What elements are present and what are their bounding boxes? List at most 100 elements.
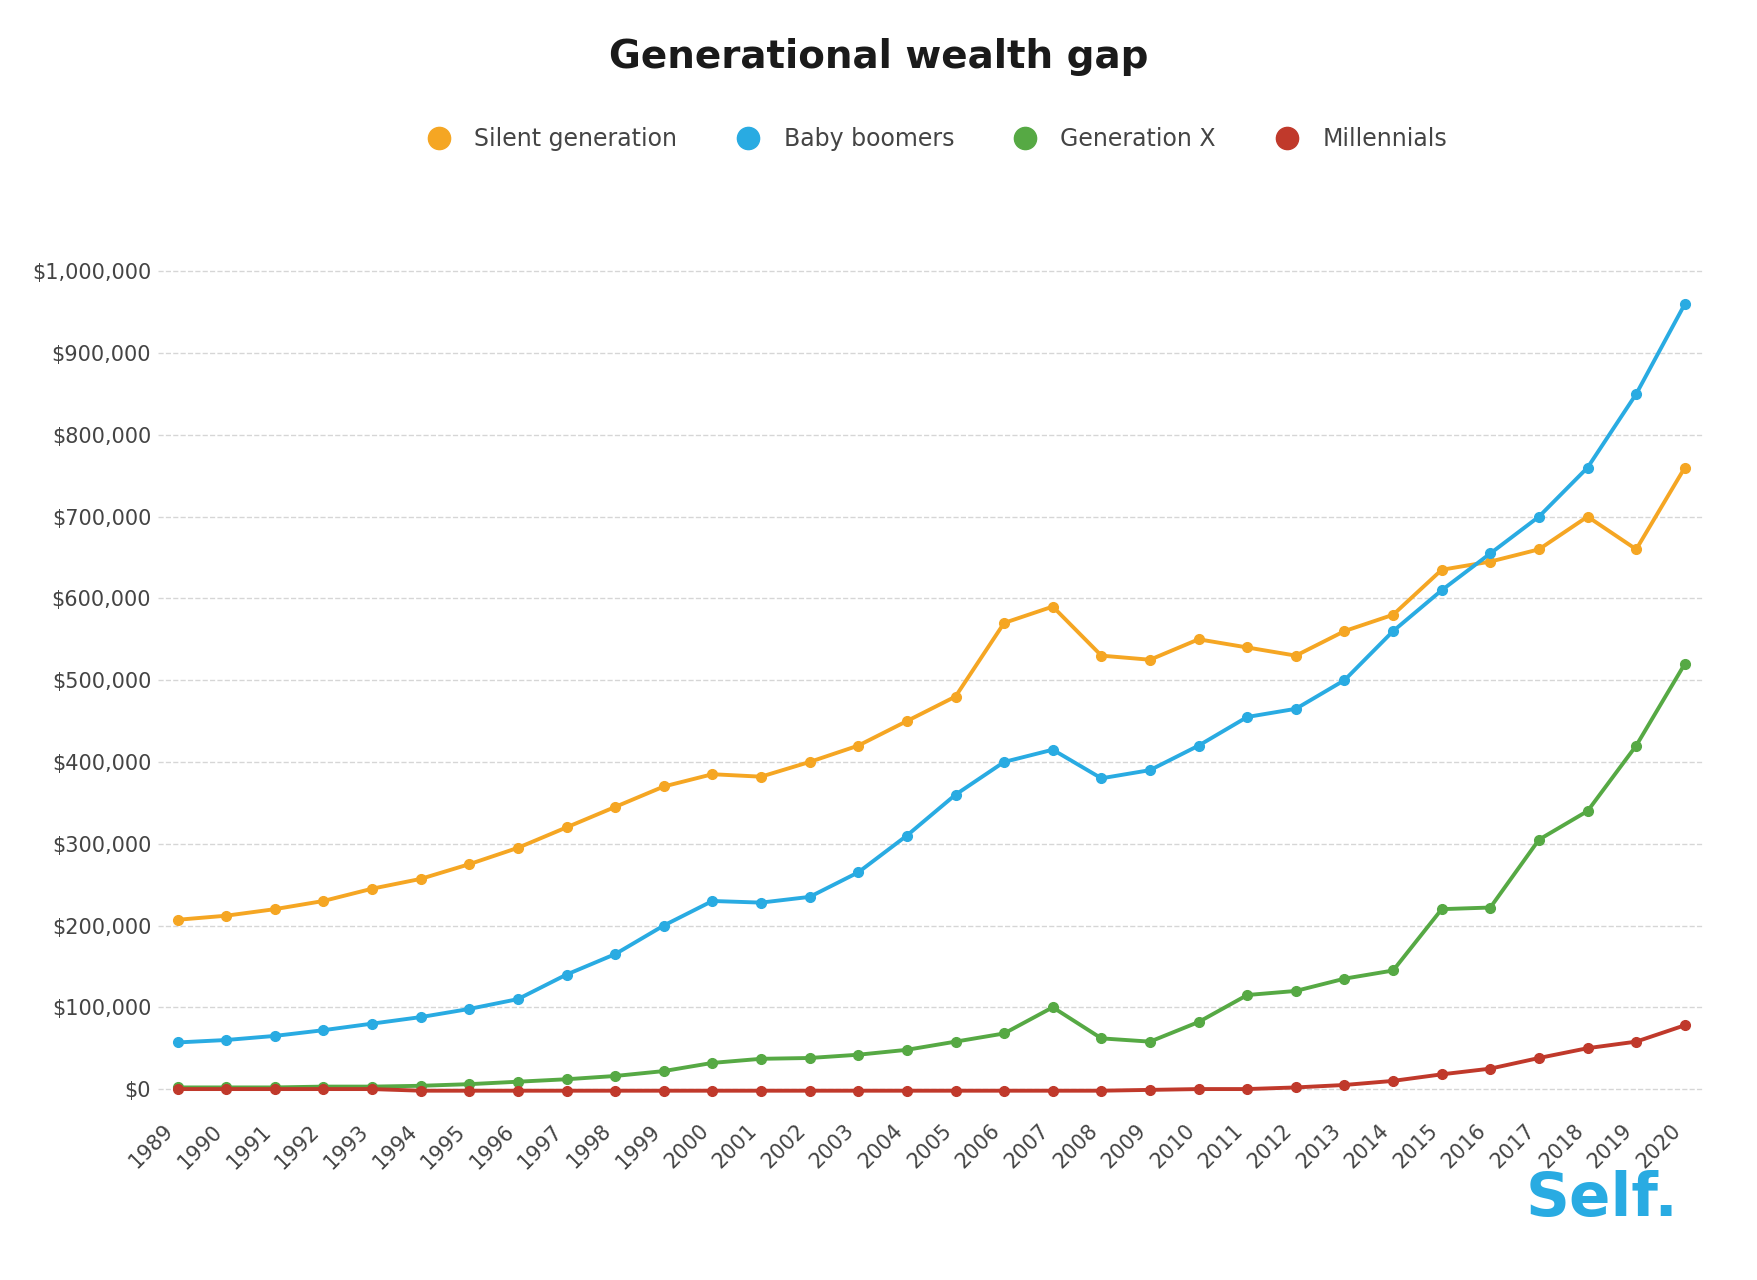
Generation X bbox=[459, 1076, 480, 1092]
Silent generation bbox=[409, 872, 430, 887]
Silent generation bbox=[1042, 599, 1063, 614]
Millennials bbox=[1042, 1083, 1063, 1098]
Silent generation bbox=[1383, 607, 1404, 622]
Generation X bbox=[1578, 804, 1599, 819]
Millennials bbox=[1578, 1041, 1599, 1056]
Baby boomers bbox=[1091, 771, 1112, 786]
Line: Millennials: Millennials bbox=[172, 1020, 1690, 1096]
Silent generation bbox=[1286, 648, 1307, 663]
Millennials bbox=[799, 1083, 821, 1098]
Baby boomers bbox=[1674, 296, 1696, 311]
Baby boomers bbox=[1334, 672, 1355, 687]
Baby boomers bbox=[1188, 737, 1209, 753]
Silent generation bbox=[1479, 554, 1500, 570]
Baby boomers bbox=[264, 1028, 285, 1043]
Generation X bbox=[1479, 900, 1500, 915]
Baby boomers bbox=[1479, 545, 1500, 561]
Baby boomers bbox=[701, 893, 722, 909]
Millennials bbox=[313, 1082, 334, 1097]
Generation X bbox=[264, 1080, 285, 1096]
Generation X bbox=[1334, 972, 1355, 987]
Silent generation bbox=[264, 901, 285, 916]
Baby boomers bbox=[994, 754, 1016, 769]
Silent generation bbox=[1578, 509, 1599, 525]
Generation X bbox=[1383, 963, 1404, 978]
Millennials bbox=[508, 1083, 529, 1098]
Millennials bbox=[216, 1082, 237, 1097]
Baby boomers bbox=[896, 828, 917, 844]
Generation X bbox=[508, 1074, 529, 1089]
Baby boomers bbox=[1237, 709, 1258, 724]
Millennials bbox=[1674, 1018, 1696, 1033]
Generation X bbox=[1286, 983, 1307, 998]
Silent generation bbox=[1625, 541, 1646, 557]
Silent generation bbox=[1674, 460, 1696, 475]
Generation X bbox=[994, 1025, 1016, 1041]
Silent generation bbox=[216, 908, 237, 923]
Silent generation bbox=[1334, 623, 1355, 639]
Baby boomers bbox=[799, 890, 821, 905]
Millennials bbox=[1237, 1082, 1258, 1097]
Silent generation bbox=[1432, 562, 1453, 577]
Silent generation bbox=[604, 799, 625, 814]
Millennials bbox=[1432, 1066, 1453, 1082]
Baby boomers bbox=[167, 1034, 188, 1050]
Generation X bbox=[1042, 1000, 1063, 1015]
Generation X bbox=[1237, 987, 1258, 1002]
Millennials bbox=[945, 1083, 966, 1098]
Generation X bbox=[750, 1051, 771, 1066]
Silent generation bbox=[459, 856, 480, 872]
Millennials bbox=[1529, 1051, 1550, 1066]
Generation X bbox=[167, 1080, 188, 1096]
Silent generation bbox=[945, 689, 966, 704]
Baby boomers bbox=[313, 1023, 334, 1038]
Generation X bbox=[409, 1078, 430, 1093]
Millennials bbox=[409, 1083, 430, 1098]
Baby boomers bbox=[1286, 701, 1307, 717]
Baby boomers bbox=[216, 1032, 237, 1047]
Silent generation bbox=[1188, 631, 1209, 646]
Generation X bbox=[313, 1079, 334, 1094]
Baby boomers bbox=[1042, 742, 1063, 758]
Baby boomers bbox=[1578, 460, 1599, 475]
Millennials bbox=[750, 1083, 771, 1098]
Silent generation bbox=[701, 767, 722, 782]
Generation X bbox=[1091, 1030, 1112, 1046]
Silent generation bbox=[508, 840, 529, 855]
Silent generation bbox=[1091, 648, 1112, 663]
Baby boomers bbox=[1625, 387, 1646, 402]
Generation X bbox=[701, 1055, 722, 1070]
Millennials bbox=[1286, 1080, 1307, 1096]
Millennials bbox=[362, 1082, 383, 1097]
Baby boomers bbox=[1140, 763, 1161, 778]
Generation X bbox=[945, 1034, 966, 1050]
Millennials bbox=[1334, 1078, 1355, 1093]
Baby boomers bbox=[459, 1001, 480, 1016]
Generation X bbox=[799, 1051, 821, 1066]
Silent generation bbox=[1529, 541, 1550, 557]
Baby boomers bbox=[508, 992, 529, 1007]
Millennials bbox=[555, 1083, 576, 1098]
Silent generation bbox=[1237, 640, 1258, 655]
Legend: Silent generation, Baby boomers, Generation X, Millennials: Silent generation, Baby boomers, Generat… bbox=[415, 128, 1448, 151]
Baby boomers bbox=[847, 865, 868, 881]
Millennials bbox=[604, 1083, 625, 1098]
Silent generation bbox=[1140, 652, 1161, 667]
Silent generation bbox=[750, 769, 771, 785]
Line: Silent generation: Silent generation bbox=[172, 462, 1690, 924]
Generation X bbox=[1432, 901, 1453, 916]
Baby boomers bbox=[409, 1010, 430, 1025]
Silent generation bbox=[799, 754, 821, 769]
Millennials bbox=[1383, 1073, 1404, 1088]
Silent generation bbox=[994, 616, 1016, 631]
Millennials bbox=[1140, 1082, 1161, 1097]
Silent generation bbox=[555, 819, 576, 835]
Generation X bbox=[847, 1047, 868, 1062]
Generation X bbox=[1625, 737, 1646, 753]
Baby boomers bbox=[362, 1016, 383, 1032]
Silent generation bbox=[313, 893, 334, 909]
Generation X bbox=[1529, 832, 1550, 847]
Millennials bbox=[701, 1083, 722, 1098]
Baby boomers bbox=[1529, 509, 1550, 525]
Millennials bbox=[167, 1082, 188, 1097]
